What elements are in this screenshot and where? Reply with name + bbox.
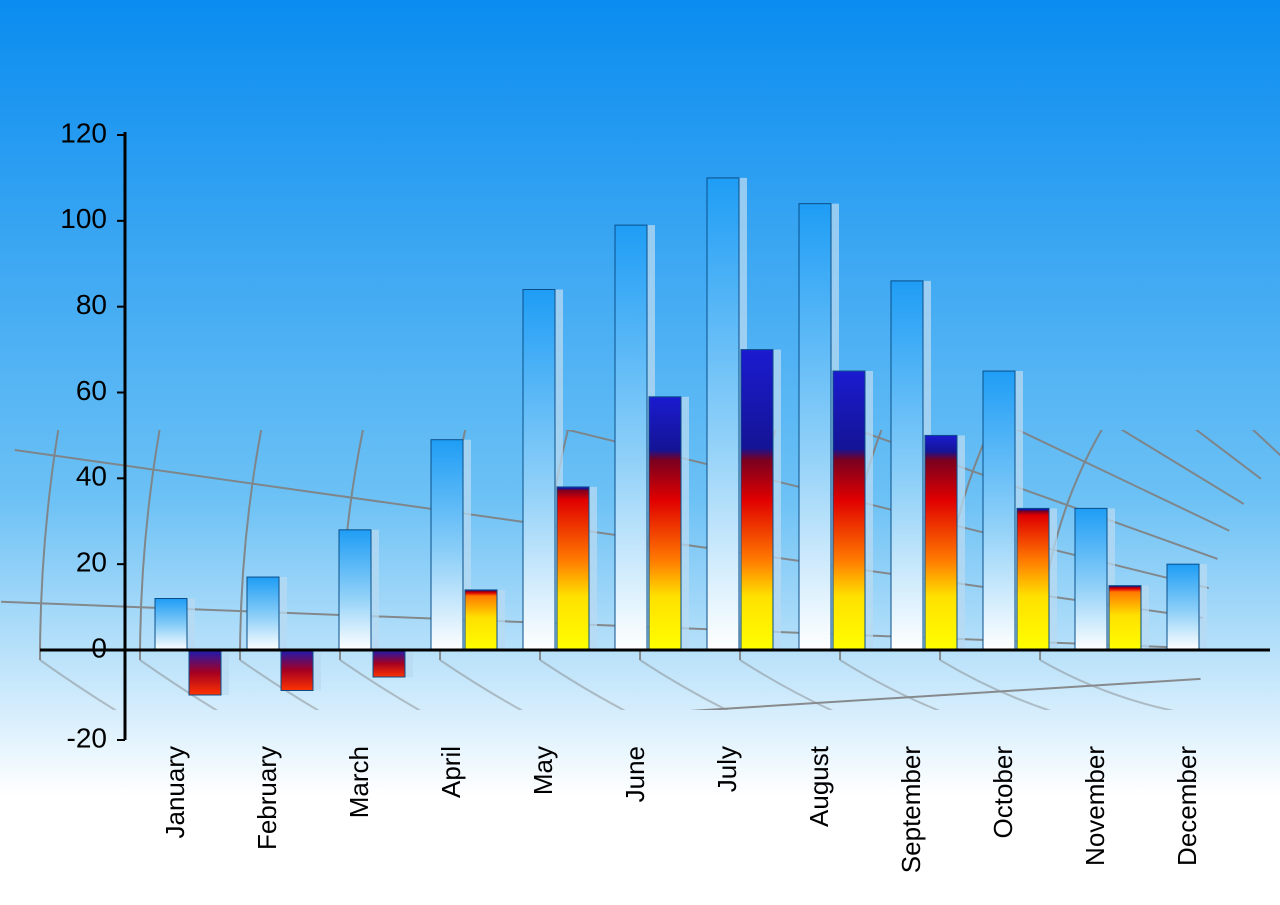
x-tick-label: February <box>252 746 282 850</box>
bar-series-b <box>925 435 957 650</box>
x-tick-label: January <box>160 746 190 839</box>
bar-series-a <box>523 290 555 651</box>
x-tick-label: April <box>436 746 466 798</box>
bar-series-a <box>707 178 739 650</box>
bar-series-b <box>189 650 221 695</box>
monthly-bar-chart: -20 0 20 40 60 80 100 120 January February March A… <box>0 0 1280 905</box>
x-tick-label: November <box>1080 746 1110 866</box>
y-tick-label: 80 <box>76 289 107 320</box>
bar-series-b <box>557 487 589 650</box>
bar-series-b <box>373 650 405 677</box>
y-tick-label: 120 <box>60 117 107 148</box>
bar-series-a <box>891 281 923 650</box>
bar-series-b <box>1109 586 1141 650</box>
y-tick-label: 0 <box>91 632 107 663</box>
bar-series-a <box>1167 564 1199 650</box>
bar-series-b <box>465 590 497 650</box>
x-tick-label: March <box>344 746 374 818</box>
x-tick-label: August <box>804 745 834 827</box>
chart-container: -20 0 20 40 60 80 100 120 January February March A… <box>0 0 1280 905</box>
bar-series-a <box>799 204 831 650</box>
bar-series-b <box>741 350 773 650</box>
y-tick-label: 100 <box>60 203 107 234</box>
bar-series-a <box>431 440 463 650</box>
bar-series-b <box>1017 508 1049 650</box>
bar-series-a <box>339 530 371 650</box>
x-tick-label: September <box>896 746 926 874</box>
x-tick-label: October <box>988 746 1018 839</box>
x-tick-label: December <box>1172 746 1202 866</box>
x-tick-label: May <box>528 746 558 795</box>
x-tick-label: June <box>620 746 650 802</box>
bar-series-a <box>615 225 647 650</box>
y-tick-label: -20 <box>67 722 107 753</box>
x-tick-label: July <box>712 746 742 792</box>
y-tick-label: 40 <box>76 461 107 492</box>
bar-series-a <box>1075 508 1107 650</box>
bar-series-b <box>833 371 865 650</box>
y-tick-label: 60 <box>76 375 107 406</box>
bar-series-b <box>649 397 681 650</box>
y-tick-label: 20 <box>76 547 107 578</box>
bar-series-a <box>247 577 279 650</box>
bar-series-a <box>155 599 187 651</box>
bar-series-b <box>281 650 313 691</box>
bar-series-a <box>983 371 1015 650</box>
